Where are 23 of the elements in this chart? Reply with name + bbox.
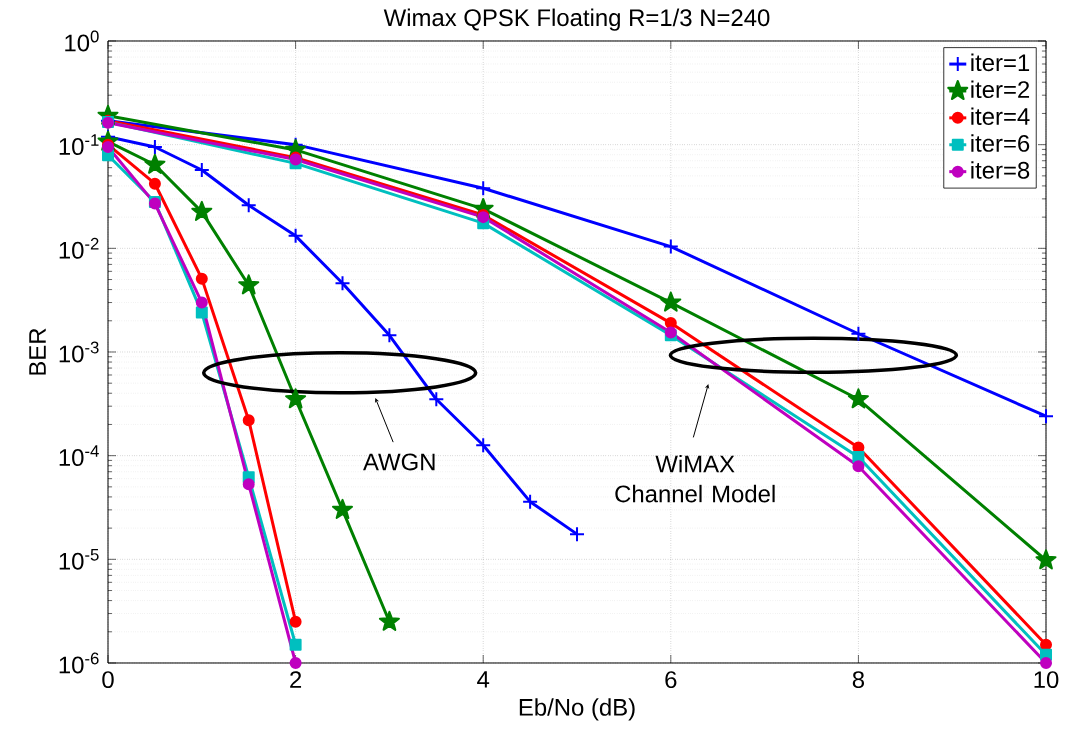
y-tick-label: 10$^{-2}$ bbox=[59, 237, 99, 259]
x-tick-label: 4 bbox=[477, 671, 490, 688]
legend-label: iter=8 bbox=[971, 161, 1030, 179]
y-tick-label: 10$^{-6}$ bbox=[59, 652, 99, 674]
y-tick-label: 10$^{0}$ bbox=[65, 30, 99, 52]
x-tick-label: 8 bbox=[852, 671, 865, 689]
x-tick-label: 6 bbox=[665, 671, 677, 689]
x-tick-label: 0 bbox=[102, 671, 114, 689]
x-tick-label: 2 bbox=[290, 671, 302, 688]
legend-label: iter=4 bbox=[971, 107, 1030, 125]
chart-title: Wimax QPSK Floating R=1/3 N=240 bbox=[383, 8, 770, 31]
annotation: WiMAX Channel Model bbox=[615, 454, 775, 503]
y-tick-label: 10$^{-4}$ bbox=[59, 445, 99, 467]
x-tick-label: 10 bbox=[1034, 671, 1059, 689]
x-axis-title: Eb/No (dB) bbox=[519, 698, 635, 721]
legend-label: iter=2 bbox=[971, 80, 1030, 99]
legend-label: iter=1 bbox=[971, 53, 1030, 72]
legend-label: iter=6 bbox=[971, 134, 1030, 152]
y-axis-title: BER bbox=[29, 328, 46, 375]
y-tick-label: 10$^{-5}$ bbox=[59, 548, 99, 570]
y-tick-label: 10$^{-3}$ bbox=[59, 341, 99, 363]
y-tick-label: 10$^{-1}$ bbox=[59, 134, 99, 156]
annotation: AWGN bbox=[363, 453, 435, 471]
